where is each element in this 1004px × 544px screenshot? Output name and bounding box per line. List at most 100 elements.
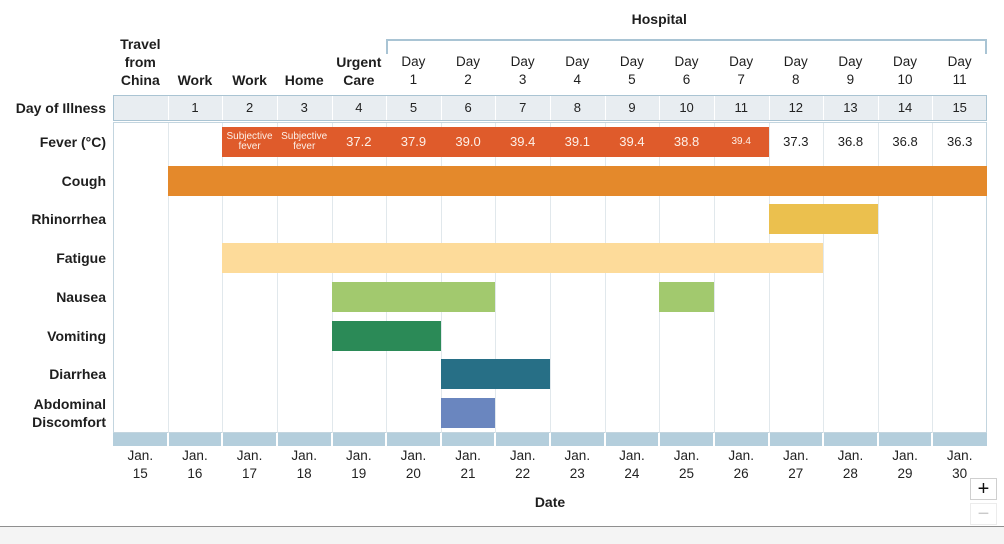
- fever-c-value: 36.8: [892, 134, 918, 149]
- date-axis-band-separator: [603, 433, 606, 446]
- hospital-day-label: Day 10: [893, 54, 918, 87]
- location-label: Travel from China: [120, 36, 161, 88]
- day-of-illness-value: 1: [191, 100, 199, 115]
- series-label-cell: Diarrhea: [0, 354, 106, 394]
- series-label: Nausea: [56, 288, 106, 305]
- series-label: Fatigue: [56, 250, 106, 267]
- hospital-label: Hospital: [631, 11, 687, 27]
- location-cell: Day 1: [386, 26, 441, 89]
- date-tick-label: Jan. 24: [619, 448, 645, 481]
- zoom-in-button[interactable]: +: [970, 478, 997, 500]
- fever-c-value: 39.4: [731, 136, 751, 147]
- day-of-illness-value: 7: [519, 100, 527, 115]
- fever-c-value: 39.0: [455, 134, 481, 149]
- grid-line: [276, 123, 278, 433]
- date-tick-label: Jan. 22: [509, 448, 536, 481]
- day-of-illness-separator: [331, 96, 333, 120]
- day-of-illness-value: 9: [628, 100, 636, 115]
- date-axis-band-separator: [549, 433, 551, 446]
- hospital-bracket: [386, 39, 987, 54]
- data-label-cell: 37.2: [332, 127, 387, 157]
- minus-icon: −: [977, 503, 990, 525]
- location-cell: Day 7: [714, 26, 769, 89]
- day-of-illness-value: 5: [409, 100, 418, 115]
- date-tick-cell: Jan. 27: [769, 447, 824, 487]
- location-cell: Day 3: [495, 26, 550, 89]
- day-of-illness-cell: 12: [769, 95, 824, 121]
- data-label-cell: 36.8: [878, 127, 933, 157]
- symptom-bar-rhinorrhea: [768, 204, 878, 235]
- date-tick-label: Jan. 23: [564, 448, 591, 481]
- day-of-illness-cell: 8: [550, 95, 605, 121]
- series-label: Rhinorrhea: [31, 211, 106, 228]
- date-axis-band-separator: [221, 433, 224, 446]
- fever-c-value: Subjective fever: [281, 131, 328, 152]
- date-axis-band-separator: [439, 433, 442, 446]
- data-label-cell: 36.8: [823, 127, 878, 157]
- date-tick-cell: Jan. 21: [441, 447, 496, 487]
- zoom-out-button[interactable]: −: [970, 503, 997, 525]
- location-cell: Day 4: [550, 26, 605, 89]
- grid-line: [604, 123, 606, 433]
- location-cell: Day 2: [441, 26, 496, 89]
- date-axis-band-separator: [767, 433, 770, 446]
- day-of-illness-cell: 11: [714, 95, 769, 121]
- day-of-illness-cell: 13: [823, 95, 878, 121]
- date-axis-band-separator: [330, 433, 333, 446]
- day-of-illness-cell: 1: [168, 95, 223, 121]
- day-of-illness-separator: [550, 96, 551, 120]
- date-tick-label: Jan. 18: [291, 448, 317, 481]
- date-tick-label: Jan. 25: [673, 448, 700, 481]
- grid-line: [823, 123, 825, 433]
- series-label: Vomiting: [47, 327, 106, 344]
- hospital-day-label: Day 8: [783, 54, 808, 87]
- hospital-day-label: Day 6: [674, 54, 699, 87]
- date-axis-band-separator: [931, 433, 934, 446]
- date-axis-band-separator: [712, 433, 715, 446]
- fever-c-value: 37.3: [783, 134, 809, 149]
- day-of-illness-separator: [440, 96, 442, 120]
- date-tick-cell: Jan. 19: [332, 447, 387, 487]
- fever-c-value: 39.4: [510, 134, 536, 149]
- date-tick-label: Jan. 20: [400, 448, 427, 481]
- data-label-cell: 36.3: [932, 127, 987, 157]
- location-cell: Day 5: [605, 26, 660, 89]
- day-of-illness-cell: 10: [659, 95, 714, 121]
- date-tick-label: Jan. 29: [892, 448, 918, 481]
- day-of-illness-separator: [495, 96, 497, 120]
- hospital-day-label: Day 2: [456, 54, 481, 87]
- symptom-bar-fever-c: [222, 127, 769, 157]
- fever-c-value: 39.1: [564, 134, 590, 149]
- date-tick-label: Jan. 17: [236, 448, 263, 481]
- grid-line: [386, 123, 388, 433]
- data-label-cell: 37.9: [386, 127, 441, 157]
- date-tick-cell: Jan. 16: [168, 447, 223, 487]
- day-of-illness-separator: [222, 96, 224, 120]
- date-tick-label: Jan. 21: [455, 448, 481, 481]
- hospital-day-label: Day 1: [401, 54, 426, 87]
- date-axis-band-separator: [385, 433, 388, 446]
- location-cell: Day 10: [878, 26, 933, 89]
- data-label-cell: 39.4: [605, 127, 660, 157]
- date-tick-cell: Jan. 29: [878, 447, 933, 487]
- data-label-cell: 39.4: [714, 127, 769, 157]
- data-label-cell: Subjective fever: [277, 127, 332, 157]
- series-label-cell: Nausea: [0, 277, 106, 317]
- day-of-illness-separator: [713, 96, 715, 120]
- day-of-illness-separator: [604, 96, 606, 120]
- date-tick-label: Jan. 26: [728, 448, 754, 481]
- data-label-cell: 39.0: [441, 127, 496, 157]
- day-of-illness-value: 3: [300, 100, 308, 115]
- viewer-footer: [0, 526, 1004, 544]
- grid-line: [550, 123, 551, 433]
- symptom-bar-abdominal-discomfort: [440, 397, 496, 428]
- day-of-illness-value: 2: [245, 100, 254, 115]
- day-of-illness-separator: [823, 96, 825, 120]
- symptom-bar-diarrhea: [440, 359, 550, 390]
- data-label-cell: 39.4: [495, 127, 550, 157]
- location-cell: Urgent Care: [332, 26, 387, 89]
- location-cell: Day 11: [932, 26, 987, 89]
- grid-line: [713, 123, 715, 433]
- series-label: Fever (°C): [39, 134, 106, 150]
- location-label: Work: [177, 72, 213, 88]
